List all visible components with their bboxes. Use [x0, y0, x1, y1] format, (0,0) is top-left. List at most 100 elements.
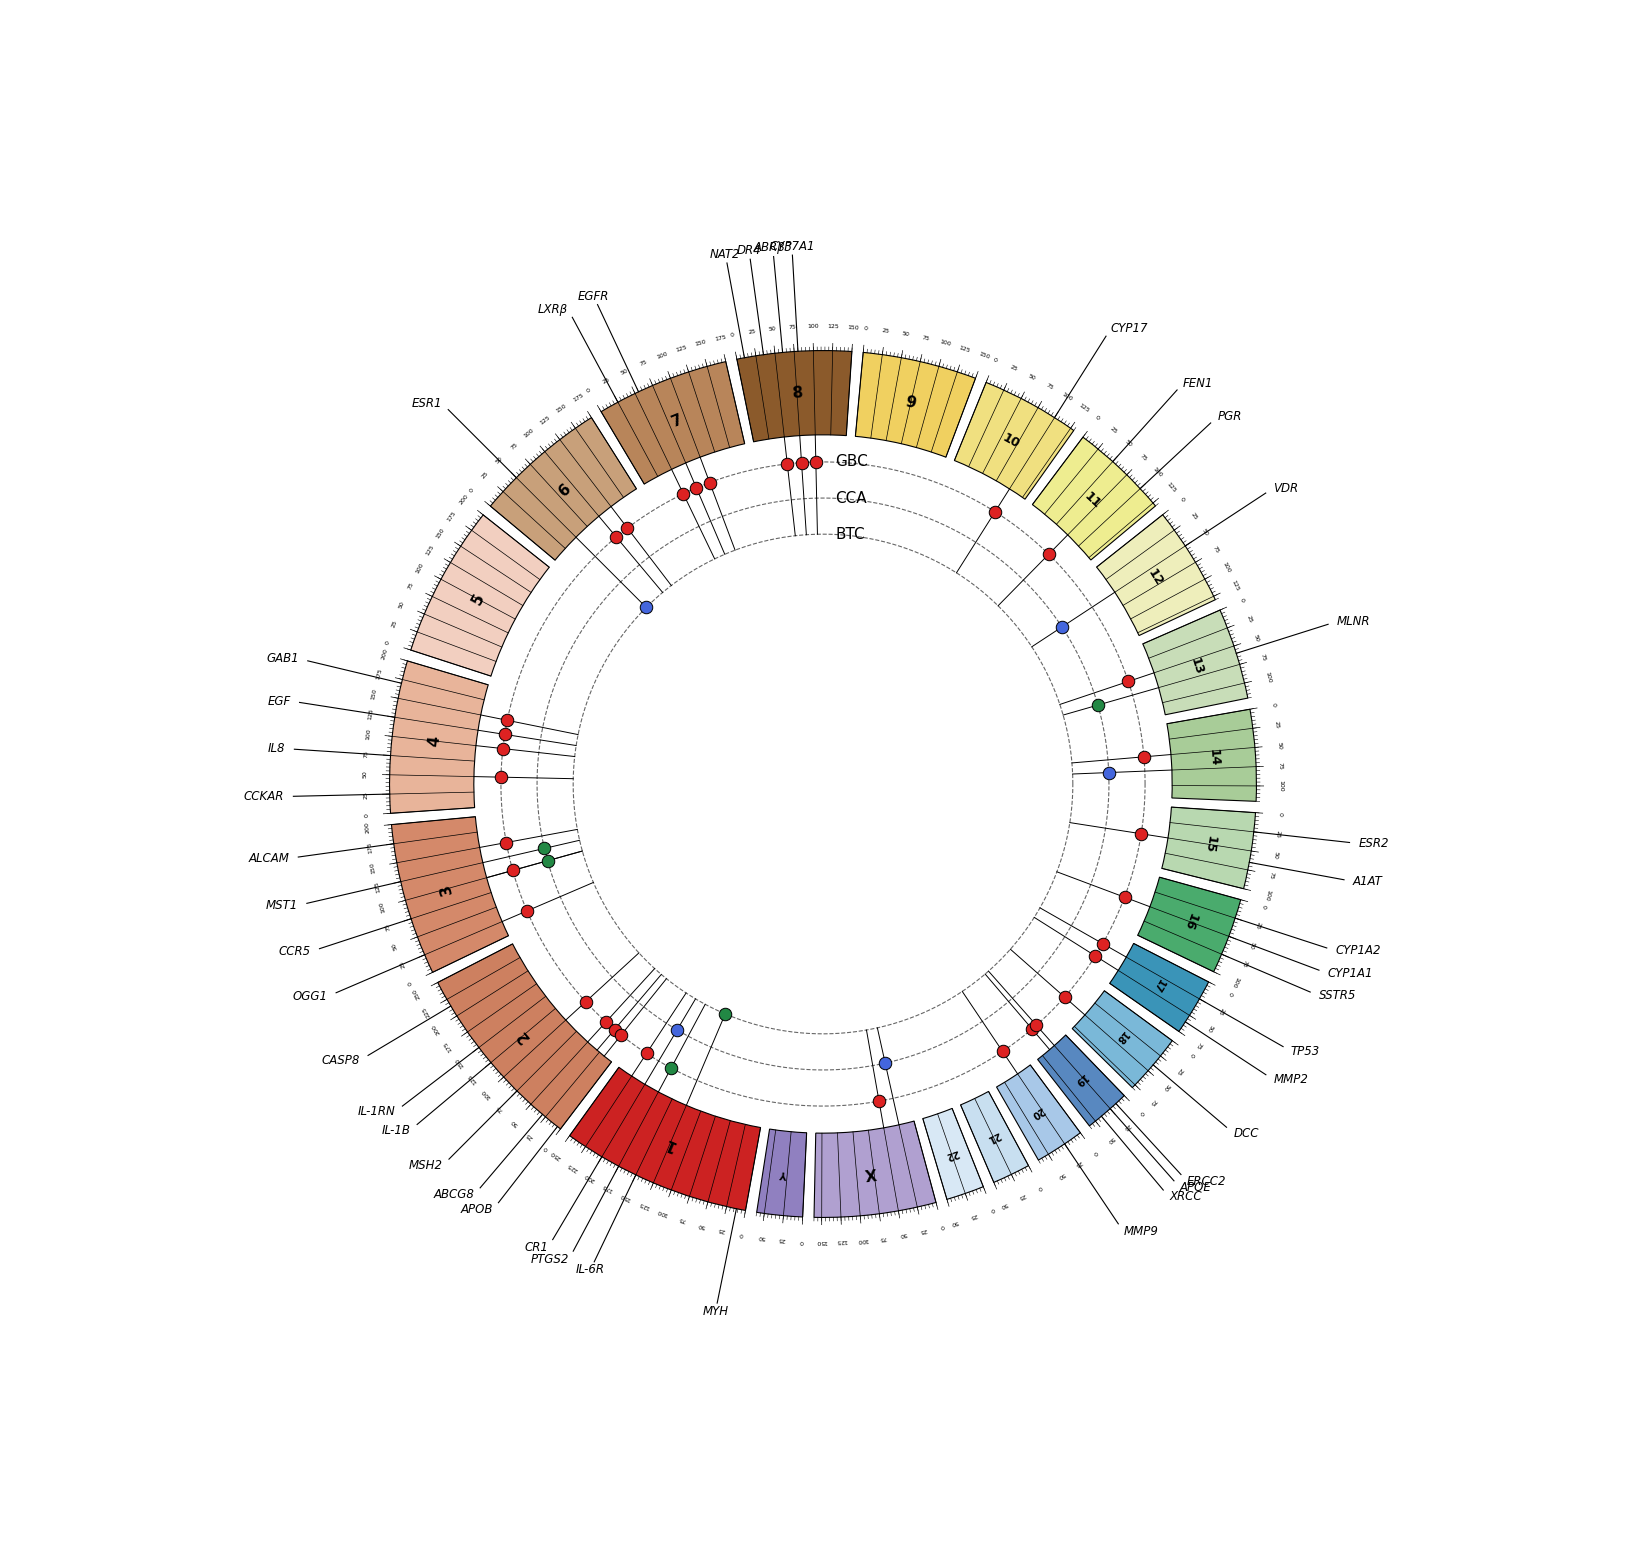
- Text: 50: 50: [950, 1218, 958, 1226]
- Text: 125: 125: [538, 416, 551, 426]
- Text: OGG1: OGG1: [293, 989, 328, 1004]
- Text: 75: 75: [922, 336, 930, 342]
- Text: 75: 75: [407, 582, 415, 591]
- Text: 50: 50: [1272, 850, 1277, 859]
- Text: 150: 150: [555, 403, 568, 414]
- Text: 200: 200: [364, 820, 370, 833]
- Text: 25: 25: [1175, 1066, 1183, 1076]
- Text: 5: 5: [469, 591, 487, 607]
- Text: VDR: VDR: [1274, 481, 1299, 494]
- Text: 22: 22: [943, 1146, 960, 1160]
- Text: 125: 125: [1165, 481, 1177, 494]
- Text: 100: 100: [856, 1237, 869, 1243]
- Text: 50: 50: [1106, 1135, 1114, 1145]
- Text: 50: 50: [364, 770, 369, 778]
- Text: 1: 1: [662, 1135, 678, 1152]
- Text: 100: 100: [1277, 781, 1282, 792]
- Wedge shape: [737, 351, 853, 442]
- Text: 25: 25: [968, 1212, 978, 1220]
- Text: 175: 175: [367, 840, 374, 853]
- Wedge shape: [815, 1121, 937, 1217]
- Text: 0: 0: [408, 980, 415, 986]
- Text: 25: 25: [1009, 364, 1019, 372]
- Text: 50: 50: [1027, 373, 1037, 381]
- Text: 75: 75: [1195, 1041, 1203, 1051]
- Text: 75: 75: [1267, 870, 1274, 880]
- Text: 75: 75: [879, 1234, 887, 1240]
- Text: ERCC2: ERCC2: [1187, 1174, 1226, 1187]
- Wedge shape: [1167, 709, 1256, 801]
- Text: 25: 25: [1017, 1192, 1027, 1200]
- Text: MMP9: MMP9: [1123, 1225, 1159, 1237]
- Text: 50: 50: [1253, 633, 1261, 643]
- Text: 50: 50: [621, 368, 629, 376]
- Text: GBC: GBC: [835, 455, 867, 469]
- Text: 150: 150: [848, 325, 859, 331]
- Text: 25: 25: [481, 470, 491, 480]
- Text: 50: 50: [1276, 742, 1282, 750]
- Text: 150: 150: [816, 1239, 828, 1243]
- Text: 150: 150: [695, 339, 706, 347]
- Text: 175: 175: [443, 1040, 453, 1052]
- Text: ALCAM: ALCAM: [249, 851, 290, 866]
- Text: EGF: EGF: [267, 695, 291, 707]
- Wedge shape: [392, 817, 509, 972]
- Text: ABRβ3: ABRβ3: [754, 241, 792, 254]
- Text: 18: 18: [1113, 1029, 1129, 1046]
- Text: 25: 25: [602, 376, 611, 386]
- Wedge shape: [438, 944, 612, 1129]
- Text: CCKAR: CCKAR: [244, 790, 285, 803]
- Text: 6: 6: [556, 480, 574, 499]
- Text: 100: 100: [365, 728, 372, 740]
- Text: 17: 17: [1151, 977, 1167, 994]
- Text: A1AT: A1AT: [1353, 875, 1383, 887]
- Text: 0: 0: [1271, 702, 1276, 707]
- Wedge shape: [1109, 944, 1208, 1032]
- Text: 100: 100: [1221, 561, 1231, 574]
- Text: 50: 50: [899, 1231, 907, 1237]
- Text: 50: 50: [1207, 1024, 1215, 1033]
- Text: 100: 100: [1152, 466, 1164, 478]
- Wedge shape: [412, 514, 550, 676]
- Text: 175: 175: [375, 668, 384, 681]
- Text: 0: 0: [1188, 1052, 1195, 1058]
- Text: FEN1: FEN1: [1183, 376, 1213, 390]
- Text: 0: 0: [1095, 414, 1101, 422]
- Text: 100: 100: [481, 1087, 492, 1099]
- Text: Y: Y: [780, 1168, 788, 1179]
- Text: 150: 150: [435, 527, 446, 539]
- Text: CR1: CR1: [523, 1240, 548, 1254]
- Text: CCA: CCA: [835, 491, 867, 505]
- Text: BTC: BTC: [835, 527, 864, 541]
- Text: 125: 125: [675, 345, 688, 353]
- Text: CASP8: CASP8: [323, 1054, 360, 1066]
- Text: 125: 125: [836, 1239, 848, 1243]
- Text: 0: 0: [1137, 1110, 1144, 1116]
- Text: IL8: IL8: [268, 742, 285, 756]
- Text: 25: 25: [390, 619, 398, 627]
- Text: 25: 25: [364, 790, 369, 798]
- Text: 50: 50: [1124, 439, 1134, 448]
- Text: 16: 16: [1180, 911, 1198, 931]
- Text: 12: 12: [1146, 568, 1165, 588]
- Text: 25: 25: [1109, 426, 1118, 434]
- Text: 75: 75: [1239, 960, 1248, 969]
- Text: 100: 100: [657, 1209, 670, 1217]
- Wedge shape: [757, 1129, 807, 1217]
- Text: 150: 150: [619, 1192, 632, 1201]
- Text: CYP17: CYP17: [1111, 321, 1149, 336]
- Text: 14: 14: [1207, 750, 1220, 767]
- Text: IL-1RN: IL-1RN: [357, 1105, 395, 1118]
- Text: 0: 0: [1261, 903, 1267, 909]
- Text: 50: 50: [1162, 1082, 1170, 1091]
- Text: CYP7A1: CYP7A1: [769, 240, 815, 252]
- Text: 150: 150: [370, 687, 379, 699]
- Text: 0: 0: [729, 332, 734, 339]
- Wedge shape: [923, 1109, 983, 1200]
- Wedge shape: [390, 660, 489, 814]
- Text: 25: 25: [747, 329, 757, 336]
- Text: 50: 50: [698, 1221, 706, 1229]
- Text: 200: 200: [431, 1022, 441, 1035]
- Text: 19: 19: [1072, 1071, 1088, 1088]
- Text: ESR2: ESR2: [1358, 837, 1389, 850]
